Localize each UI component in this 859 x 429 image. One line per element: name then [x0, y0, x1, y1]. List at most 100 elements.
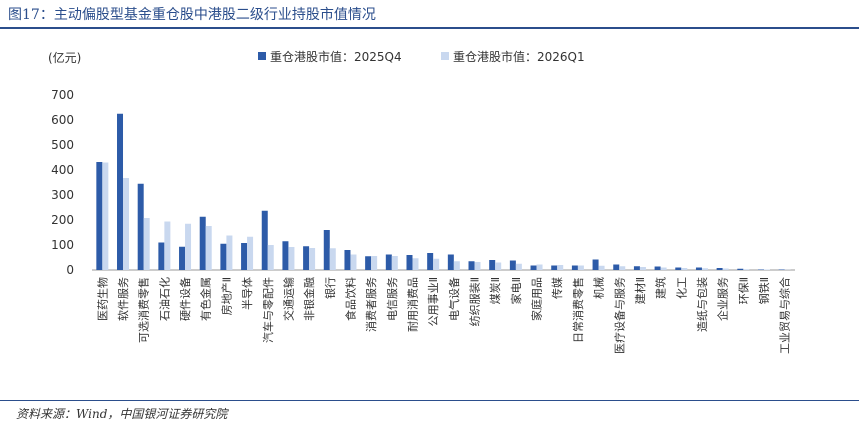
bar-series1 [551, 265, 558, 270]
bar-series2 [722, 268, 729, 270]
bar-series1 [199, 216, 206, 270]
x-tick-label: 房地产Ⅱ [219, 277, 233, 315]
bar-series1 [530, 265, 537, 270]
bar-series2 [577, 265, 584, 270]
bar-series2 [660, 267, 667, 270]
legend-swatch-series2 [441, 52, 449, 60]
bar-series1 [633, 266, 640, 270]
bar-series1 [117, 113, 124, 270]
bar-series1 [509, 260, 516, 270]
bar-series2 [639, 267, 646, 270]
bar-series1 [695, 267, 702, 270]
bar-series2 [309, 248, 316, 270]
bar-series1 [613, 264, 620, 270]
bar-series2 [743, 269, 750, 270]
bar-series1 [137, 183, 144, 270]
bar-series1 [303, 246, 310, 270]
bar-series1 [406, 255, 413, 270]
x-tick-label: 医药生物 [95, 277, 109, 321]
x-tick-label: 交通运输 [281, 277, 295, 321]
x-tick-label: 钢铁Ⅱ [758, 277, 771, 304]
bar-series2 [205, 226, 212, 270]
x-tick-label: 食品饮料 [343, 277, 357, 321]
bar-series1 [385, 254, 392, 270]
bar-series2 [619, 266, 626, 270]
footer-divider [0, 400, 859, 401]
bar-series1 [179, 246, 186, 270]
x-tick-label: 建材Ⅱ [633, 277, 647, 304]
x-tick-label: 家庭用品 [530, 277, 544, 321]
bar-series1 [282, 241, 289, 270]
y-tick-label: 200 [51, 213, 74, 227]
bar-series1 [757, 269, 764, 270]
bar-series1 [241, 243, 248, 270]
bar-series1 [716, 268, 723, 270]
y-tick-label: 500 [51, 138, 74, 152]
bar-series2 [185, 223, 192, 270]
bar-series2 [474, 262, 481, 270]
x-tick-label: 汽车与零配件 [261, 277, 275, 343]
y-axis-unit-label: (亿元) [48, 50, 81, 65]
bar-series2 [143, 218, 150, 270]
bar-series2 [557, 265, 564, 270]
bar-series1 [737, 268, 744, 270]
bar-series1 [427, 253, 434, 270]
x-tick-label: 非银金融 [302, 277, 316, 321]
x-tick-label: 建筑 [654, 277, 668, 299]
bar-series2 [536, 264, 543, 270]
bar-series1 [158, 242, 165, 270]
x-tick-label: 传媒 [551, 277, 564, 299]
x-tick-label: 企业服务 [716, 277, 730, 321]
bar-series1 [654, 266, 661, 270]
bar-series2 [763, 269, 770, 270]
x-tick-label: 公用事业Ⅱ [427, 277, 440, 326]
x-tick-label: 造纸与包装 [695, 277, 709, 332]
bar-series2 [433, 258, 440, 270]
bar-series1 [571, 265, 578, 270]
bar-series1 [489, 260, 496, 270]
x-tick-label: 工业贸易与综合 [778, 277, 792, 354]
x-tick-label: 半导体 [240, 277, 254, 310]
bar-series2 [681, 268, 688, 270]
y-tick-label: 700 [51, 88, 74, 102]
x-tick-label: 消费者服务 [364, 277, 378, 332]
bar-series1 [365, 256, 372, 270]
bar-series2 [164, 221, 171, 270]
x-tick-label: 煤炭Ⅱ [489, 277, 502, 304]
bar-series2 [453, 261, 460, 270]
bar-series2 [701, 268, 708, 270]
bar-series2 [102, 162, 109, 270]
legend-label: 重仓港股市值：2026Q1 [453, 49, 585, 64]
legend-swatch-series1 [258, 52, 266, 60]
x-tick-label: 石油石化 [157, 277, 171, 321]
bar-series2 [123, 178, 130, 270]
source-note: 资料来源：Wind，中国银河证券研究院 [16, 407, 228, 421]
bar-chart: (亿元) 0 100 200 300 400 500 600 700 医药生物 软件服务 可选消费零售… [48, 49, 795, 354]
bar-series2 [495, 262, 502, 270]
y-tick-label: 0 [66, 263, 74, 277]
bar-series1 [447, 254, 454, 270]
bar-series2 [226, 235, 233, 270]
x-tick-label: 可选消费零售 [137, 277, 151, 343]
x-tick-label: 化工 [674, 277, 688, 299]
bar-series2 [288, 247, 295, 270]
bar-series1 [261, 210, 268, 270]
bar-series2 [267, 245, 274, 270]
chart-title: 图17：主动偏股型基金重仓股中港股二级行业持股市值情况 [8, 7, 376, 23]
legend-label: 重仓港股市值：2025Q4 [270, 49, 402, 64]
x-tick-label: 机械 [592, 277, 606, 299]
y-tick-label: 100 [51, 238, 74, 252]
x-tick-label: 银行 [323, 277, 337, 299]
x-tick-label: 有色金属 [199, 277, 213, 321]
bar-series2 [247, 236, 254, 270]
x-tick-label: 家电Ⅱ [509, 277, 523, 304]
y-tick-label: 400 [51, 163, 74, 177]
bar-series2 [598, 265, 605, 270]
bar-series1 [344, 250, 351, 270]
x-tick-label: 软件服务 [116, 277, 130, 321]
x-tick-label: 电气设备 [447, 277, 461, 321]
bar-series1 [468, 261, 475, 270]
bar-series1 [220, 243, 227, 270]
y-tick-label: 300 [51, 188, 74, 202]
bar-series1 [96, 162, 103, 270]
